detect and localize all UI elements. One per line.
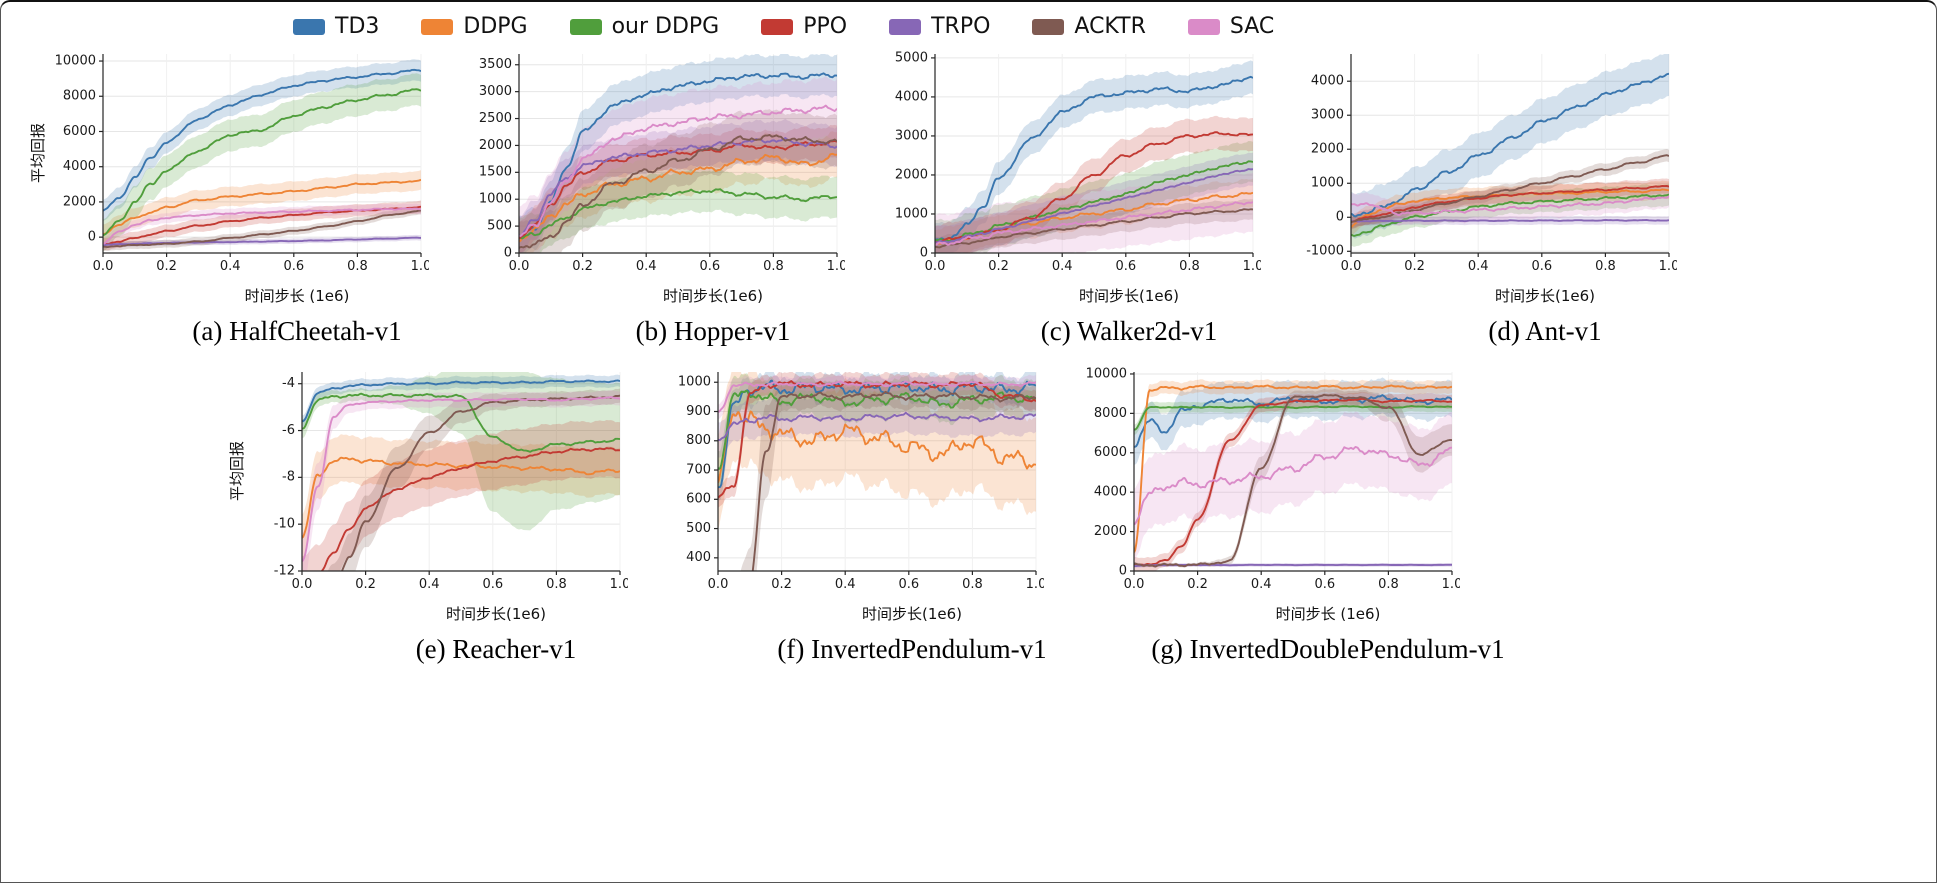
x-axis-label: 时间步长(1e6) — [445, 605, 547, 623]
legend-item-acktr: ACKTR — [1032, 14, 1146, 39]
legend-label-ppo: PPO — [803, 14, 848, 39]
chart-caption-f: (f) InvertedPendulum-v1 — [777, 634, 1047, 664]
x-axis-label: 时间步长(1e6) — [1078, 287, 1180, 305]
legend-swatch-trpo — [889, 18, 922, 35]
legend-label-acktr: ACKTR — [1074, 14, 1146, 39]
x-axis-label: 时间步长 (1e6) — [244, 287, 350, 305]
legend-item-trpo: TRPO — [889, 14, 990, 39]
legend-swatch-ddpg — [421, 18, 454, 35]
chart-invertedpendulum: 时间步长(1e6) (f) InvertedPendulum-v1 — [642, 365, 1047, 665]
legend-swatch-ppo — [761, 18, 794, 35]
legend-swatch-our-ddpg — [569, 18, 602, 35]
chart-caption-c: (c) Walker2d-v1 — [1040, 316, 1218, 346]
plot-inverteddoublependulum — [1080, 365, 1460, 605]
legend-item-sac: SAC — [1187, 14, 1275, 39]
plot-invertedpendulum — [664, 365, 1044, 605]
chart-inverteddoublependulum: 时间步长 (1e6) (g) InvertedDoublePendulum-v1 — [1058, 365, 1505, 665]
chart-ant: 时间步长(1e6) (d) Ant-v1 — [1275, 47, 1677, 347]
legend-label-sac: SAC — [1229, 14, 1275, 39]
y-axis-label — [860, 93, 880, 213]
chart-halfcheetah: 平均回报 时间步长 (1e6) (a) HalfCheetah-v1 — [27, 47, 429, 347]
y-axis-label: 平均回报 — [228, 441, 246, 502]
chart-walker2d: 时间步长(1e6) (c) Walker2d-v1 — [859, 47, 1261, 347]
plot-ant — [1297, 47, 1677, 287]
x-axis-label: 时间步长(1e6) — [662, 287, 764, 305]
legend-item-our-ddpg: our DDPG — [569, 14, 720, 39]
legend-label-our-ddpg: our DDPG — [611, 14, 720, 39]
chart-caption-e: (e) Reacher-v1 — [415, 634, 577, 664]
charts-row-1: 平均回报 时间步长 (1e6) (a) HalfCheetah-v1 时间步长(… — [27, 47, 1936, 347]
x-axis-label: 时间步长(1e6) — [861, 605, 963, 623]
legend-label-td3: TD3 — [335, 14, 380, 39]
y-axis-label: 平均回报 — [29, 123, 47, 184]
legend-label-trpo: TRPO — [931, 14, 991, 39]
chart-caption-a: (a) HalfCheetah-v1 — [192, 316, 402, 346]
x-axis-label: 时间步长(1e6) — [1494, 287, 1596, 305]
legend-item-td3: TD3 — [293, 14, 379, 39]
plot-hopper — [465, 47, 845, 287]
legend: TD3 DDPG our DDPG PPO TRPO ACKTR SAC — [293, 14, 1936, 39]
legend-swatch-td3 — [293, 18, 325, 35]
legend-item-ddpg: DDPG — [421, 14, 528, 39]
chart-caption-d: (d) Ant-v1 — [1488, 316, 1602, 346]
legend-item-ppo: PPO — [761, 14, 847, 39]
chart-reacher: 平均回报 时间步长(1e6) (e) Reacher-v1 — [226, 365, 628, 665]
chart-hopper: 时间步长(1e6) (b) Hopper-v1 — [443, 47, 845, 347]
chart-caption-b: (b) Hopper-v1 — [635, 316, 791, 346]
legend-label-ddpg: DDPG — [463, 14, 528, 39]
plot-reacher — [248, 365, 628, 605]
y-axis-label — [1276, 93, 1296, 213]
legend-swatch-acktr — [1032, 18, 1065, 35]
charts-row-2: 平均回报 时间步长(1e6) (e) Reacher-v1 时间步长(1e6) … — [226, 365, 1936, 665]
x-axis-label: 时间步长 (1e6) — [1275, 605, 1381, 623]
chart-caption-g: (g) InvertedDoublePendulum-v1 — [1151, 634, 1505, 664]
y-axis-label — [444, 93, 464, 213]
plot-walker2d — [881, 47, 1261, 287]
plot-halfcheetah — [49, 47, 429, 287]
y-axis-label — [643, 411, 663, 531]
legend-swatch-sac — [1187, 18, 1220, 35]
y-axis-label — [1059, 411, 1079, 531]
